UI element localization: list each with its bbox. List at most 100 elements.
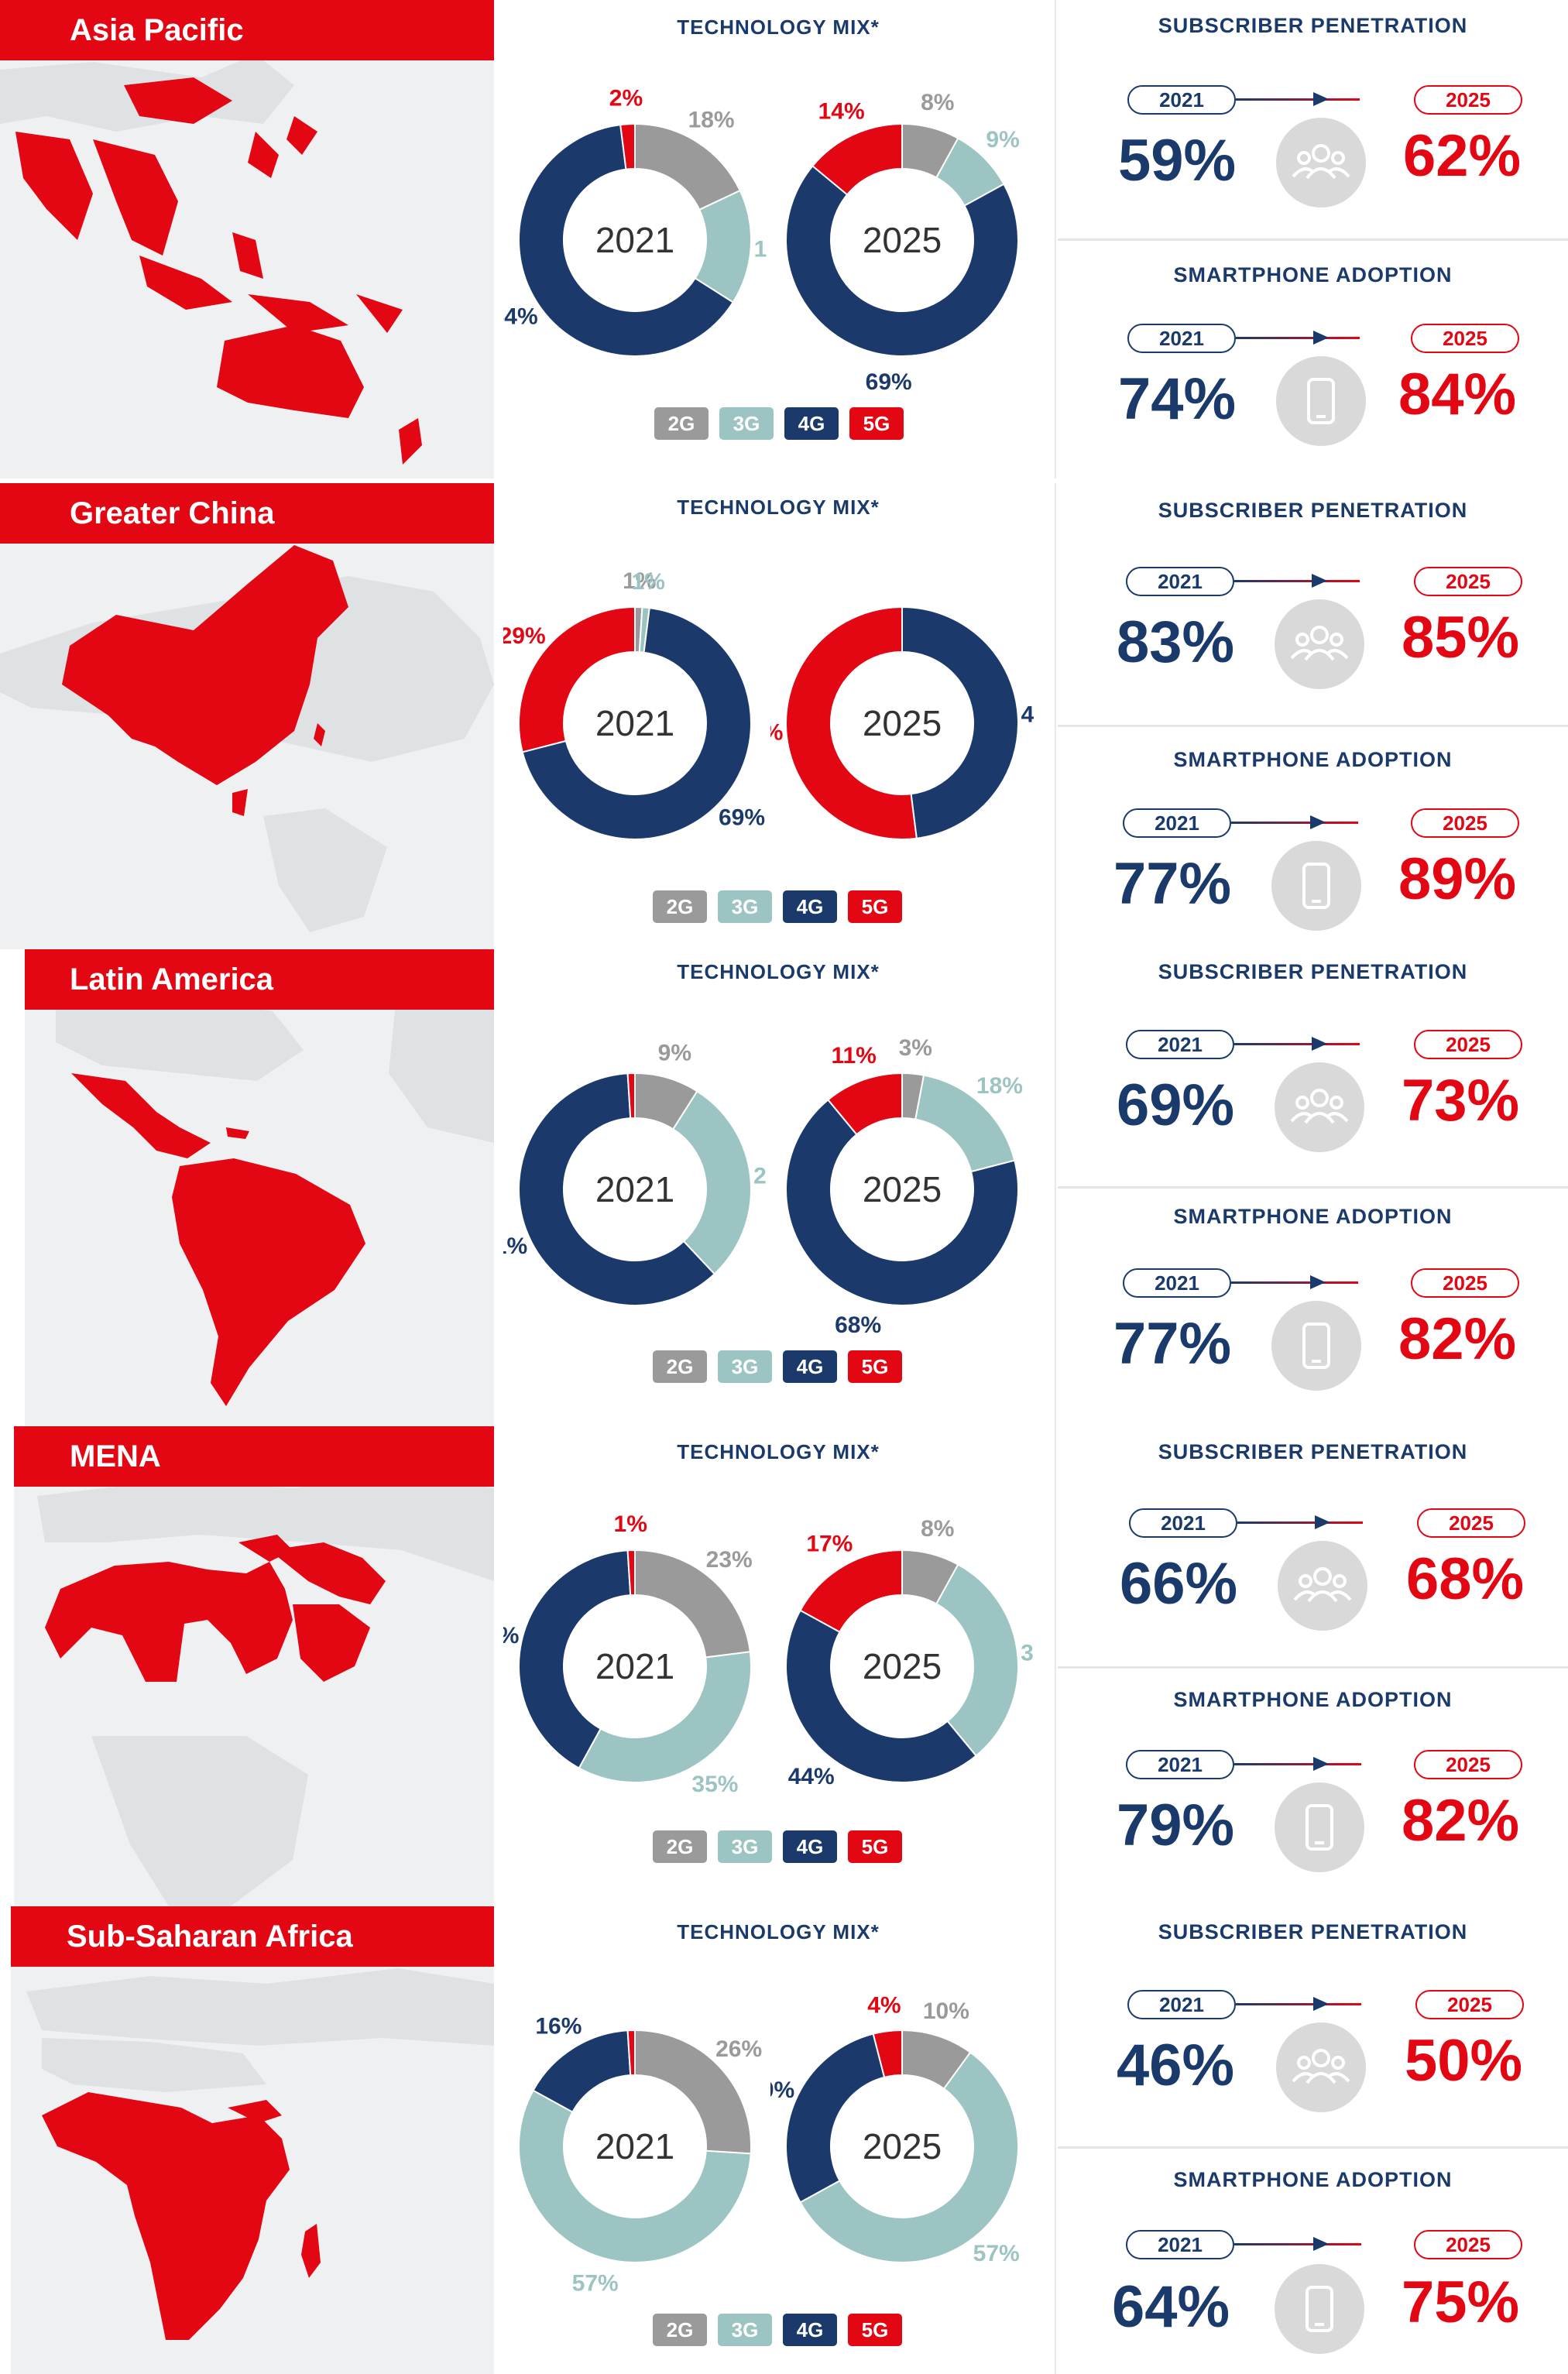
technology-mix-title: TECHNOLOGY MIX*: [677, 960, 880, 983]
subscriber-penetration: SUBSCRIBER PENETRATION 2021 2025 59% 62%: [1058, 0, 1568, 238]
value-2025: 68%: [1406, 1546, 1525, 1612]
technology-mix-title: TECHNOLOGY MIX*: [677, 1440, 880, 1463]
year-pill-2021: 2021: [1126, 1750, 1234, 1779]
smartphone-icon: [1275, 1782, 1364, 1872]
legend-item-2g: 2G: [653, 2314, 707, 2346]
slice-label-2g: 1%: [623, 568, 656, 594]
trend-arrow: [1231, 1281, 1358, 1284]
value-2021: 69%: [1117, 1072, 1235, 1138]
legend-item-4g: 4G: [783, 1830, 837, 1863]
people-icon: [1275, 1062, 1364, 1152]
pie-slice-4g: [901, 606, 1019, 839]
subscriber-penetration: SUBSCRIBER PENETRATION 2021 2025 69% 73%: [1058, 949, 1568, 1186]
slice-label-2g: 8%: [921, 90, 954, 115]
value-2025: 73%: [1402, 1068, 1520, 1134]
donut-center-year: 2025: [863, 1646, 942, 1686]
chart-legend: 2G 3G 4G 5G: [653, 1830, 902, 1863]
stat-title: SMARTPHONE ADOPTION: [1173, 1688, 1453, 1711]
donut-chart: 10% 57% 29% 4% 2025: [770, 1992, 1020, 2266]
value-2021: 64%: [1112, 2274, 1230, 2340]
stat-title: SUBSCRIBER PENETRATION: [1158, 1440, 1468, 1463]
people-icon: [1276, 2022, 1366, 2112]
value-2021: 83%: [1117, 609, 1235, 675]
pie-slice-5g: [799, 1549, 903, 1634]
chart-legend: 2G 3G 4G 5G: [654, 407, 904, 440]
legend-item-5g: 5G: [848, 2314, 902, 2346]
divider: [1055, 1906, 1056, 2374]
pie-slice-5g: [811, 122, 903, 196]
legend-item-4g: 4G: [784, 407, 839, 440]
year-pill-2021: 2021: [1123, 808, 1231, 838]
separator: [1058, 1666, 1568, 1669]
map-graphic: [37, 1473, 494, 1906]
pie-slice-5g: [785, 606, 918, 840]
region-map: [0, 0, 494, 479]
year-pill-2021: 2021: [1126, 567, 1234, 596]
year-pill-2025: 2025: [1414, 1750, 1522, 1779]
trend-arrow: [1236, 98, 1360, 101]
people-icon: [1276, 118, 1366, 208]
legend-item-4g: 4G: [783, 2314, 837, 2346]
pie-slice-4g: [518, 1072, 716, 1306]
smartphone-adoption: SMARTPHONE ADOPTION 2021 2025 74% 84%: [1058, 242, 1568, 479]
separator: [1058, 725, 1568, 727]
pie-slice-4g: [785, 1099, 1019, 1306]
donut-center-year: 2025: [863, 220, 942, 260]
region-title: Sub-Saharan Africa: [11, 1906, 494, 1967]
donut-chart: 8% 9% 69% 14% 2025: [785, 90, 1020, 395]
slice-label-4g: 69%: [719, 805, 765, 831]
subscriber-penetration: SUBSCRIBER PENETRATION 2021 2025 66% 68%: [1058, 1426, 1568, 1666]
value-2021: 74%: [1118, 366, 1237, 432]
region-section: Latin America TECHNOLOGY MIX* 9% 29% 61% 20…: [0, 949, 1568, 1426]
slice-label-5g: 11%: [831, 1043, 876, 1069]
region-map: [11, 1906, 494, 2374]
trend-arrow: [1236, 2003, 1361, 2005]
smartphone-icon: [1271, 841, 1361, 931]
arrow-head: [1313, 1757, 1329, 1771]
trend-arrow: [1234, 1043, 1360, 1045]
legend-item-4g: 4G: [783, 890, 837, 923]
pie-slice-4g: [785, 2033, 886, 2204]
smartphone-adoption: SMARTPHONE ADOPTION 2021 2025 77% 82%: [1058, 1189, 1568, 1426]
region-section: Greater China TECHNOLOGY MIX* 1% 1% 69% 29%…: [0, 483, 1568, 949]
legend-item-3g: 3G: [718, 1830, 772, 1863]
trend-arrow: [1234, 2243, 1361, 2245]
value-2025: 82%: [1402, 1788, 1520, 1854]
arrow-head: [1310, 815, 1326, 829]
legend-item-2g: 2G: [653, 1350, 707, 1383]
stat-title: SMARTPHONE ADOPTION: [1173, 263, 1453, 286]
arrow-head: [1313, 2237, 1329, 2251]
year-pill-2025: 2025: [1417, 1508, 1525, 1538]
donut-center-year: 2021: [595, 220, 674, 260]
stats-panel: SUBSCRIBER PENETRATION 2021 2025 66% 68%…: [1058, 1426, 1568, 1906]
pie-slice-4g: [518, 124, 735, 357]
map-graphic: [56, 988, 494, 1406]
slice-label-2g: 10%: [923, 1998, 969, 2024]
subscriber-penetration: SUBSCRIBER PENETRATION 2021 2025 46% 50%: [1058, 1906, 1568, 2146]
chart-legend: 2G 3G 4G 5G: [653, 2314, 902, 2346]
arrow-head: [1310, 1275, 1326, 1289]
region-title: MENA: [14, 1426, 494, 1487]
slice-label-2g: 23%: [706, 1547, 753, 1573]
year-pill-2025: 2025: [1414, 85, 1522, 115]
pie-slice-3g: [671, 1089, 752, 1275]
map-graphic: [0, 545, 494, 932]
pie-slice-2g: [634, 2029, 752, 2155]
legend-item-3g: 3G: [718, 2314, 772, 2346]
slice-label-5g: 17%: [806, 1532, 853, 1557]
technology-mix-panel: TECHNOLOGY MIX* 23% 35% 41% 1% 2021 8% 31% 44%…: [503, 1426, 1053, 1906]
year-pill-2021: 2021: [1127, 85, 1236, 115]
pie-slice-5g: [619, 122, 636, 170]
stat-title: SUBSCRIBER PENETRATION: [1158, 960, 1468, 983]
slice-label-5g: 4%: [867, 1992, 901, 2018]
pie-slice-4g: [785, 1609, 978, 1783]
region-map: [14, 1426, 494, 1906]
divider: [1055, 1426, 1056, 1906]
slice-label-4g: 44%: [788, 1764, 835, 1789]
technology-mix-title: TECHNOLOGY MIX*: [677, 496, 880, 519]
slice-label-4g: 48%: [1021, 702, 1034, 727]
year-pill-2021: 2021: [1126, 1030, 1234, 1059]
pie-slice-3g: [518, 2089, 752, 2263]
divider: [1055, 949, 1056, 1426]
slice-label-3g: 9%: [986, 127, 1019, 153]
